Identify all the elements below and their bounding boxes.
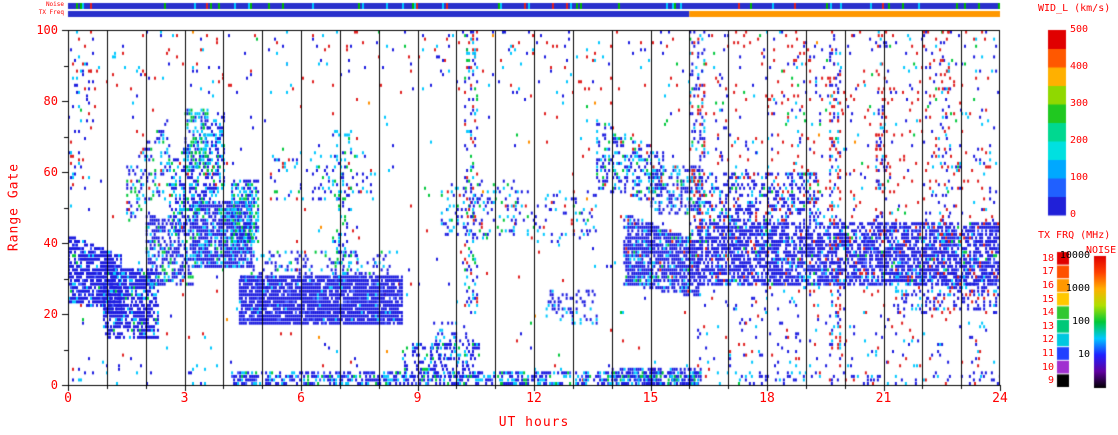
txfrq-tick-label: 12 xyxy=(1041,334,1054,346)
x-axis-title: UT hours xyxy=(498,415,570,430)
wid-tick-label: 200 xyxy=(1070,135,1089,146)
noise-colorbar-title: NOISE xyxy=(1086,245,1117,256)
y-tick-label: 20 xyxy=(43,307,58,321)
txfreq-strip-label: TX Freq xyxy=(38,9,64,16)
txfrq-tick-label: 15 xyxy=(1041,293,1054,305)
wid-tick-label: 300 xyxy=(1070,98,1089,109)
x-tick-label: 15 xyxy=(642,391,659,406)
txfrq-tick-label: 17 xyxy=(1041,266,1054,278)
txfrq-tick-label: 14 xyxy=(1041,307,1054,319)
x-tick-label: 21 xyxy=(875,391,892,406)
wid-tick-label: 100 xyxy=(1070,172,1089,183)
noise-strip-label: Noise xyxy=(45,1,64,8)
noise-tick-label: 1000 xyxy=(1065,283,1090,294)
wid-colorbar-title: WID_L (km/s) xyxy=(1038,3,1111,14)
x-tick-label: 9 xyxy=(413,391,422,406)
txfrq-tick-label: 18 xyxy=(1041,252,1054,264)
wid-tick-label: 500 xyxy=(1070,24,1089,35)
wid-tick-label: 0 xyxy=(1070,209,1077,220)
y-tick-label: 0 xyxy=(50,378,58,392)
x-tick-label: 0 xyxy=(64,391,72,406)
txfrq-tick-label: 10 xyxy=(1041,361,1054,373)
txfrq-tick-label: 11 xyxy=(1041,348,1054,359)
txfrq-tick-label: 16 xyxy=(1041,280,1054,291)
x-tick-label: 12 xyxy=(526,391,542,406)
y-tick-label: 100 xyxy=(36,23,58,37)
x-tick-label: 3 xyxy=(180,391,189,406)
x-tick-label: 24 xyxy=(992,391,1008,406)
txfrq-tick-label: 9 xyxy=(1047,375,1054,387)
y-tick-label: 60 xyxy=(43,165,58,179)
x-tick-label: 18 xyxy=(759,391,775,406)
noise-tick-label: 10 xyxy=(1077,349,1090,360)
y-tick-label: 40 xyxy=(43,236,58,250)
y-tick-label: 80 xyxy=(43,94,58,108)
wid-tick-label: 400 xyxy=(1070,61,1089,72)
x-tick-label: 6 xyxy=(297,391,305,406)
txfrq-colorbar-title: TX FRQ (MHz) xyxy=(1038,230,1111,241)
noise-tick-label: 10000 xyxy=(1059,250,1090,261)
noise-tick-label: 100 xyxy=(1071,316,1090,327)
txfrq-tick-label: 13 xyxy=(1041,320,1054,332)
